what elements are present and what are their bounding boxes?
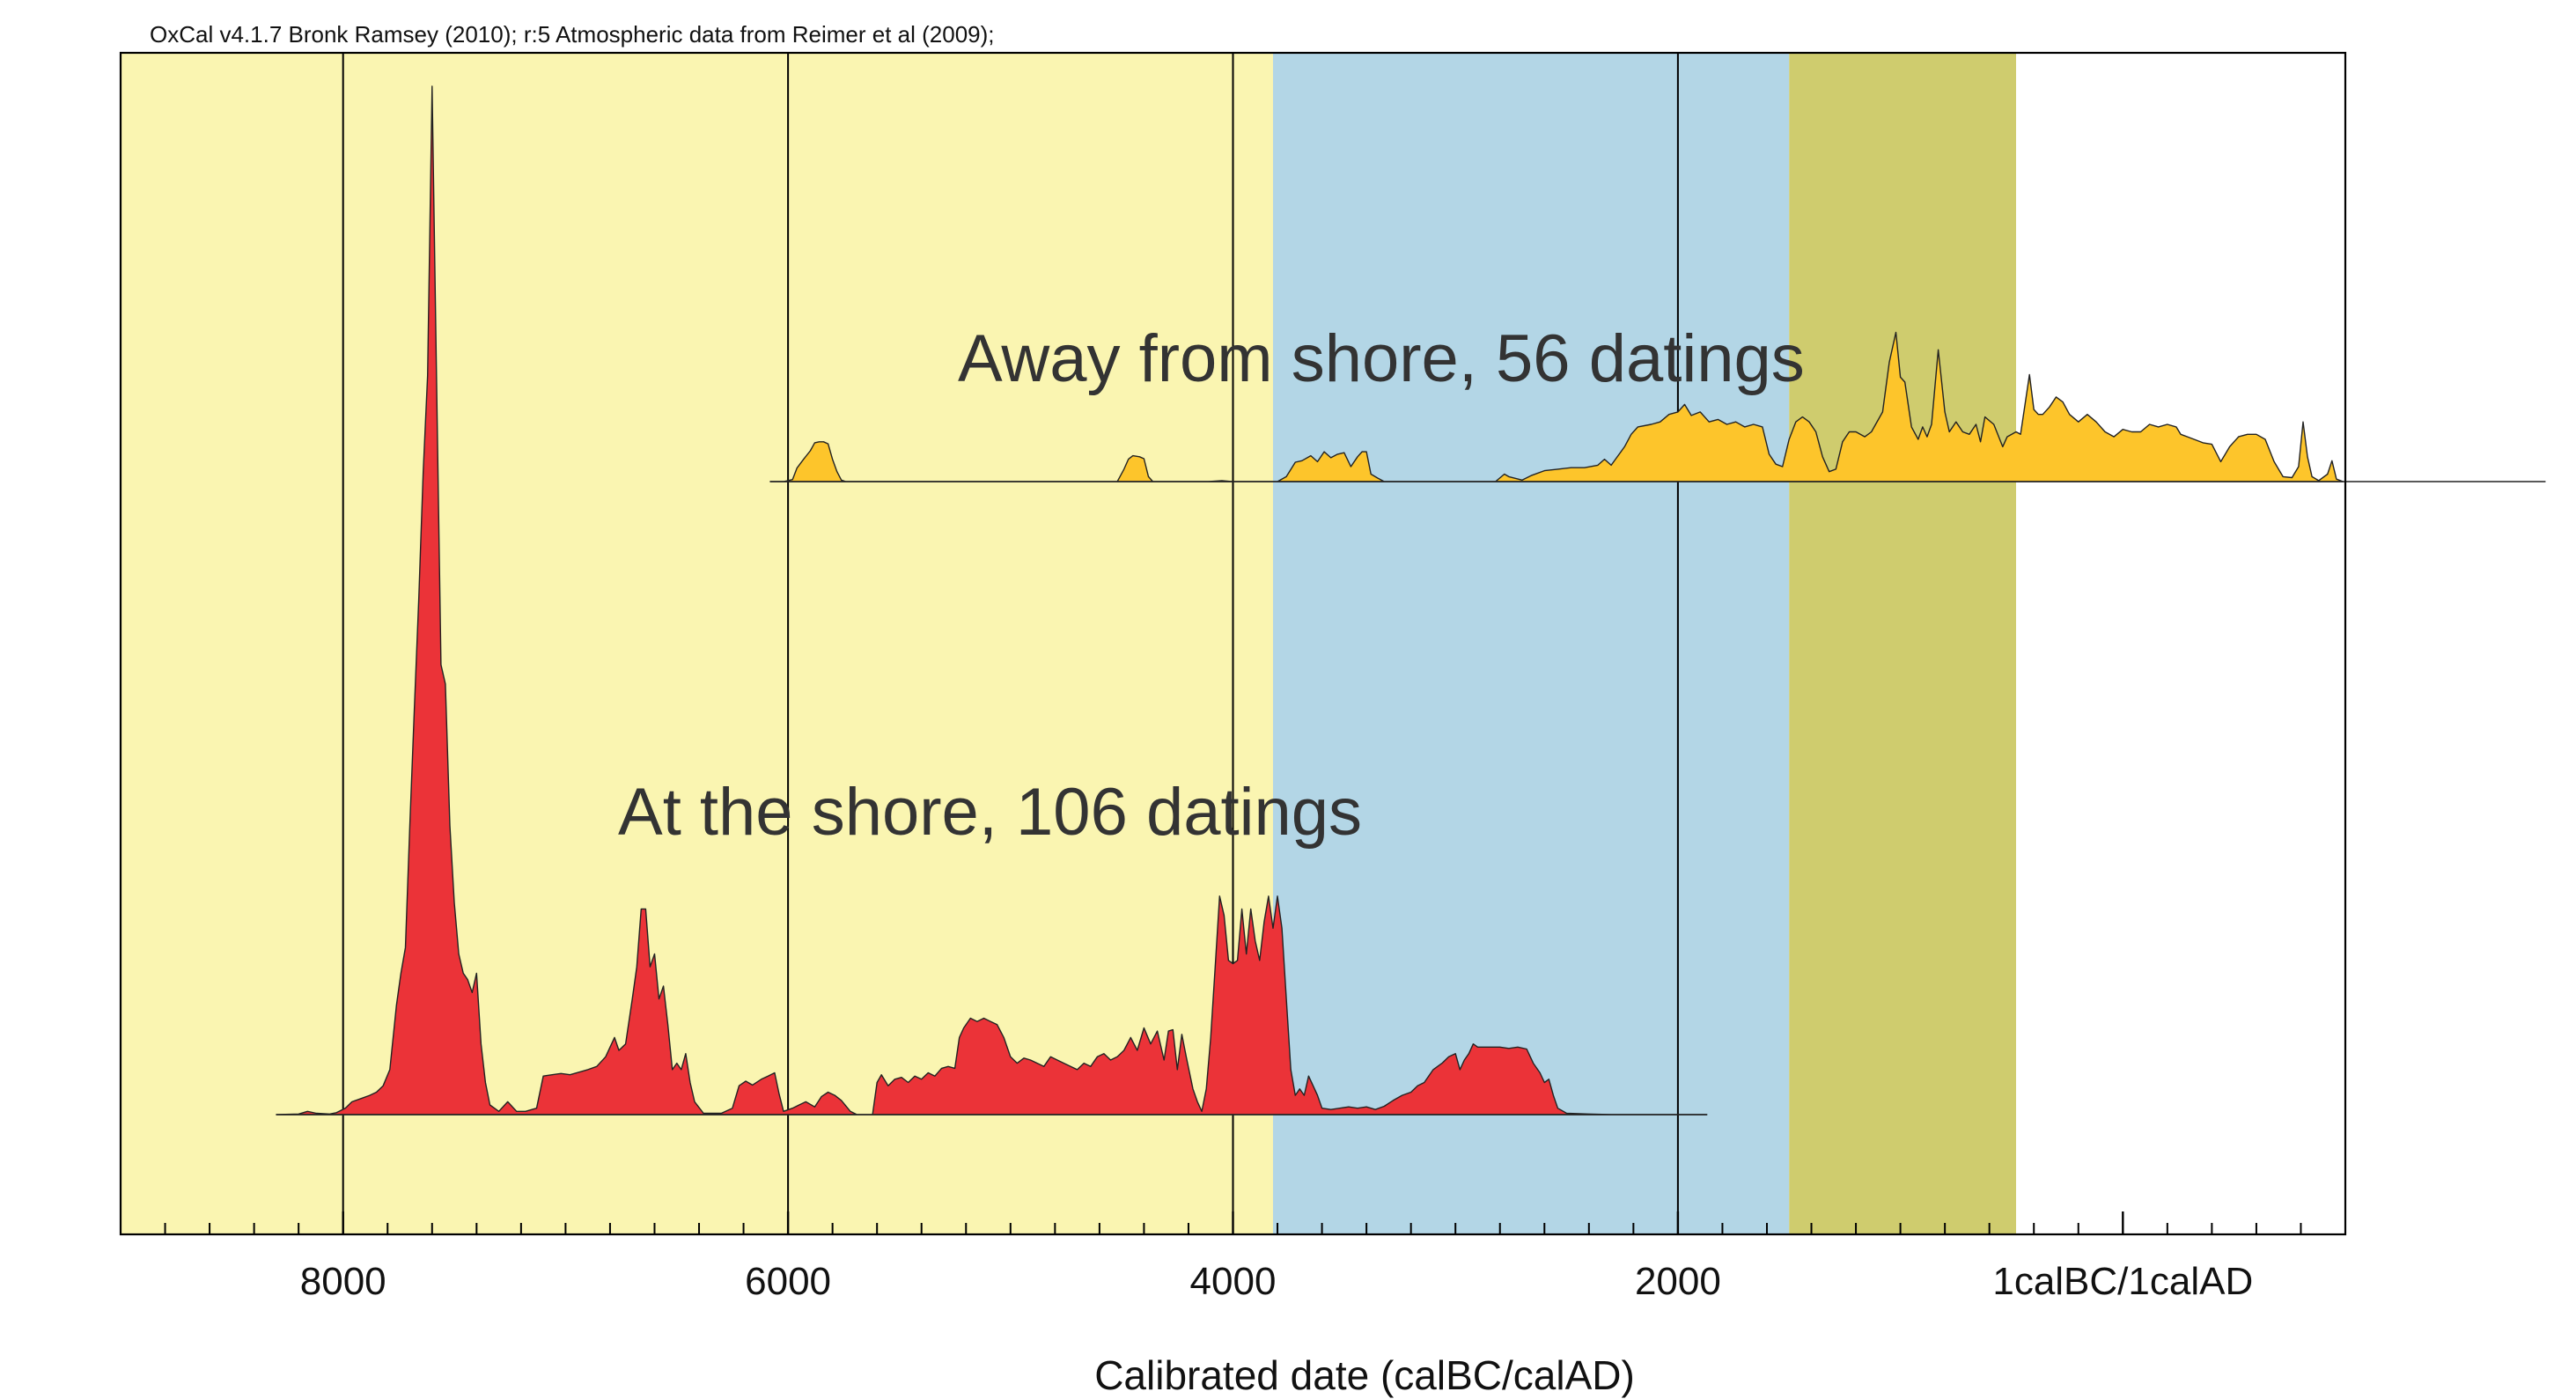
period-bands	[121, 53, 2345, 1234]
series-layer	[276, 85, 2546, 1116]
series-area-at-the-shore-106-datings	[276, 85, 1708, 1116]
x-tick-label-1calBC-1calAD: 1calBC/1calAD	[1992, 1260, 2253, 1303]
x-tick-label-8000: 8000	[300, 1260, 386, 1303]
x-axis-title: Calibrated date (calBC/calAD)	[1094, 1352, 1635, 1398]
x-tick-label-2000: 2000	[1635, 1260, 1721, 1303]
x-tick-label-4000: 4000	[1190, 1260, 1277, 1303]
series-area-away-from-shore-56-datings	[769, 331, 2344, 482]
x-tick-label-6000: 6000	[745, 1260, 831, 1303]
series-label-away-from-shore: Away from shore, 56 datings	[958, 321, 1805, 396]
period-band-1	[121, 53, 1273, 1234]
oxcal-credit: OxCal v4.1.7 Bronk Ramsey (2010); r:5 At…	[150, 21, 995, 48]
period-band-2	[1272, 53, 1790, 1234]
period-band-4	[2016, 53, 2345, 1234]
x-axis-ticks: 8000 6000 4000 2000 1calBC/1calAD	[164, 1211, 2302, 1303]
series-label-at-the-shore: At the shore, 106 datings	[618, 775, 1362, 850]
period-band-3	[1789, 53, 2017, 1234]
